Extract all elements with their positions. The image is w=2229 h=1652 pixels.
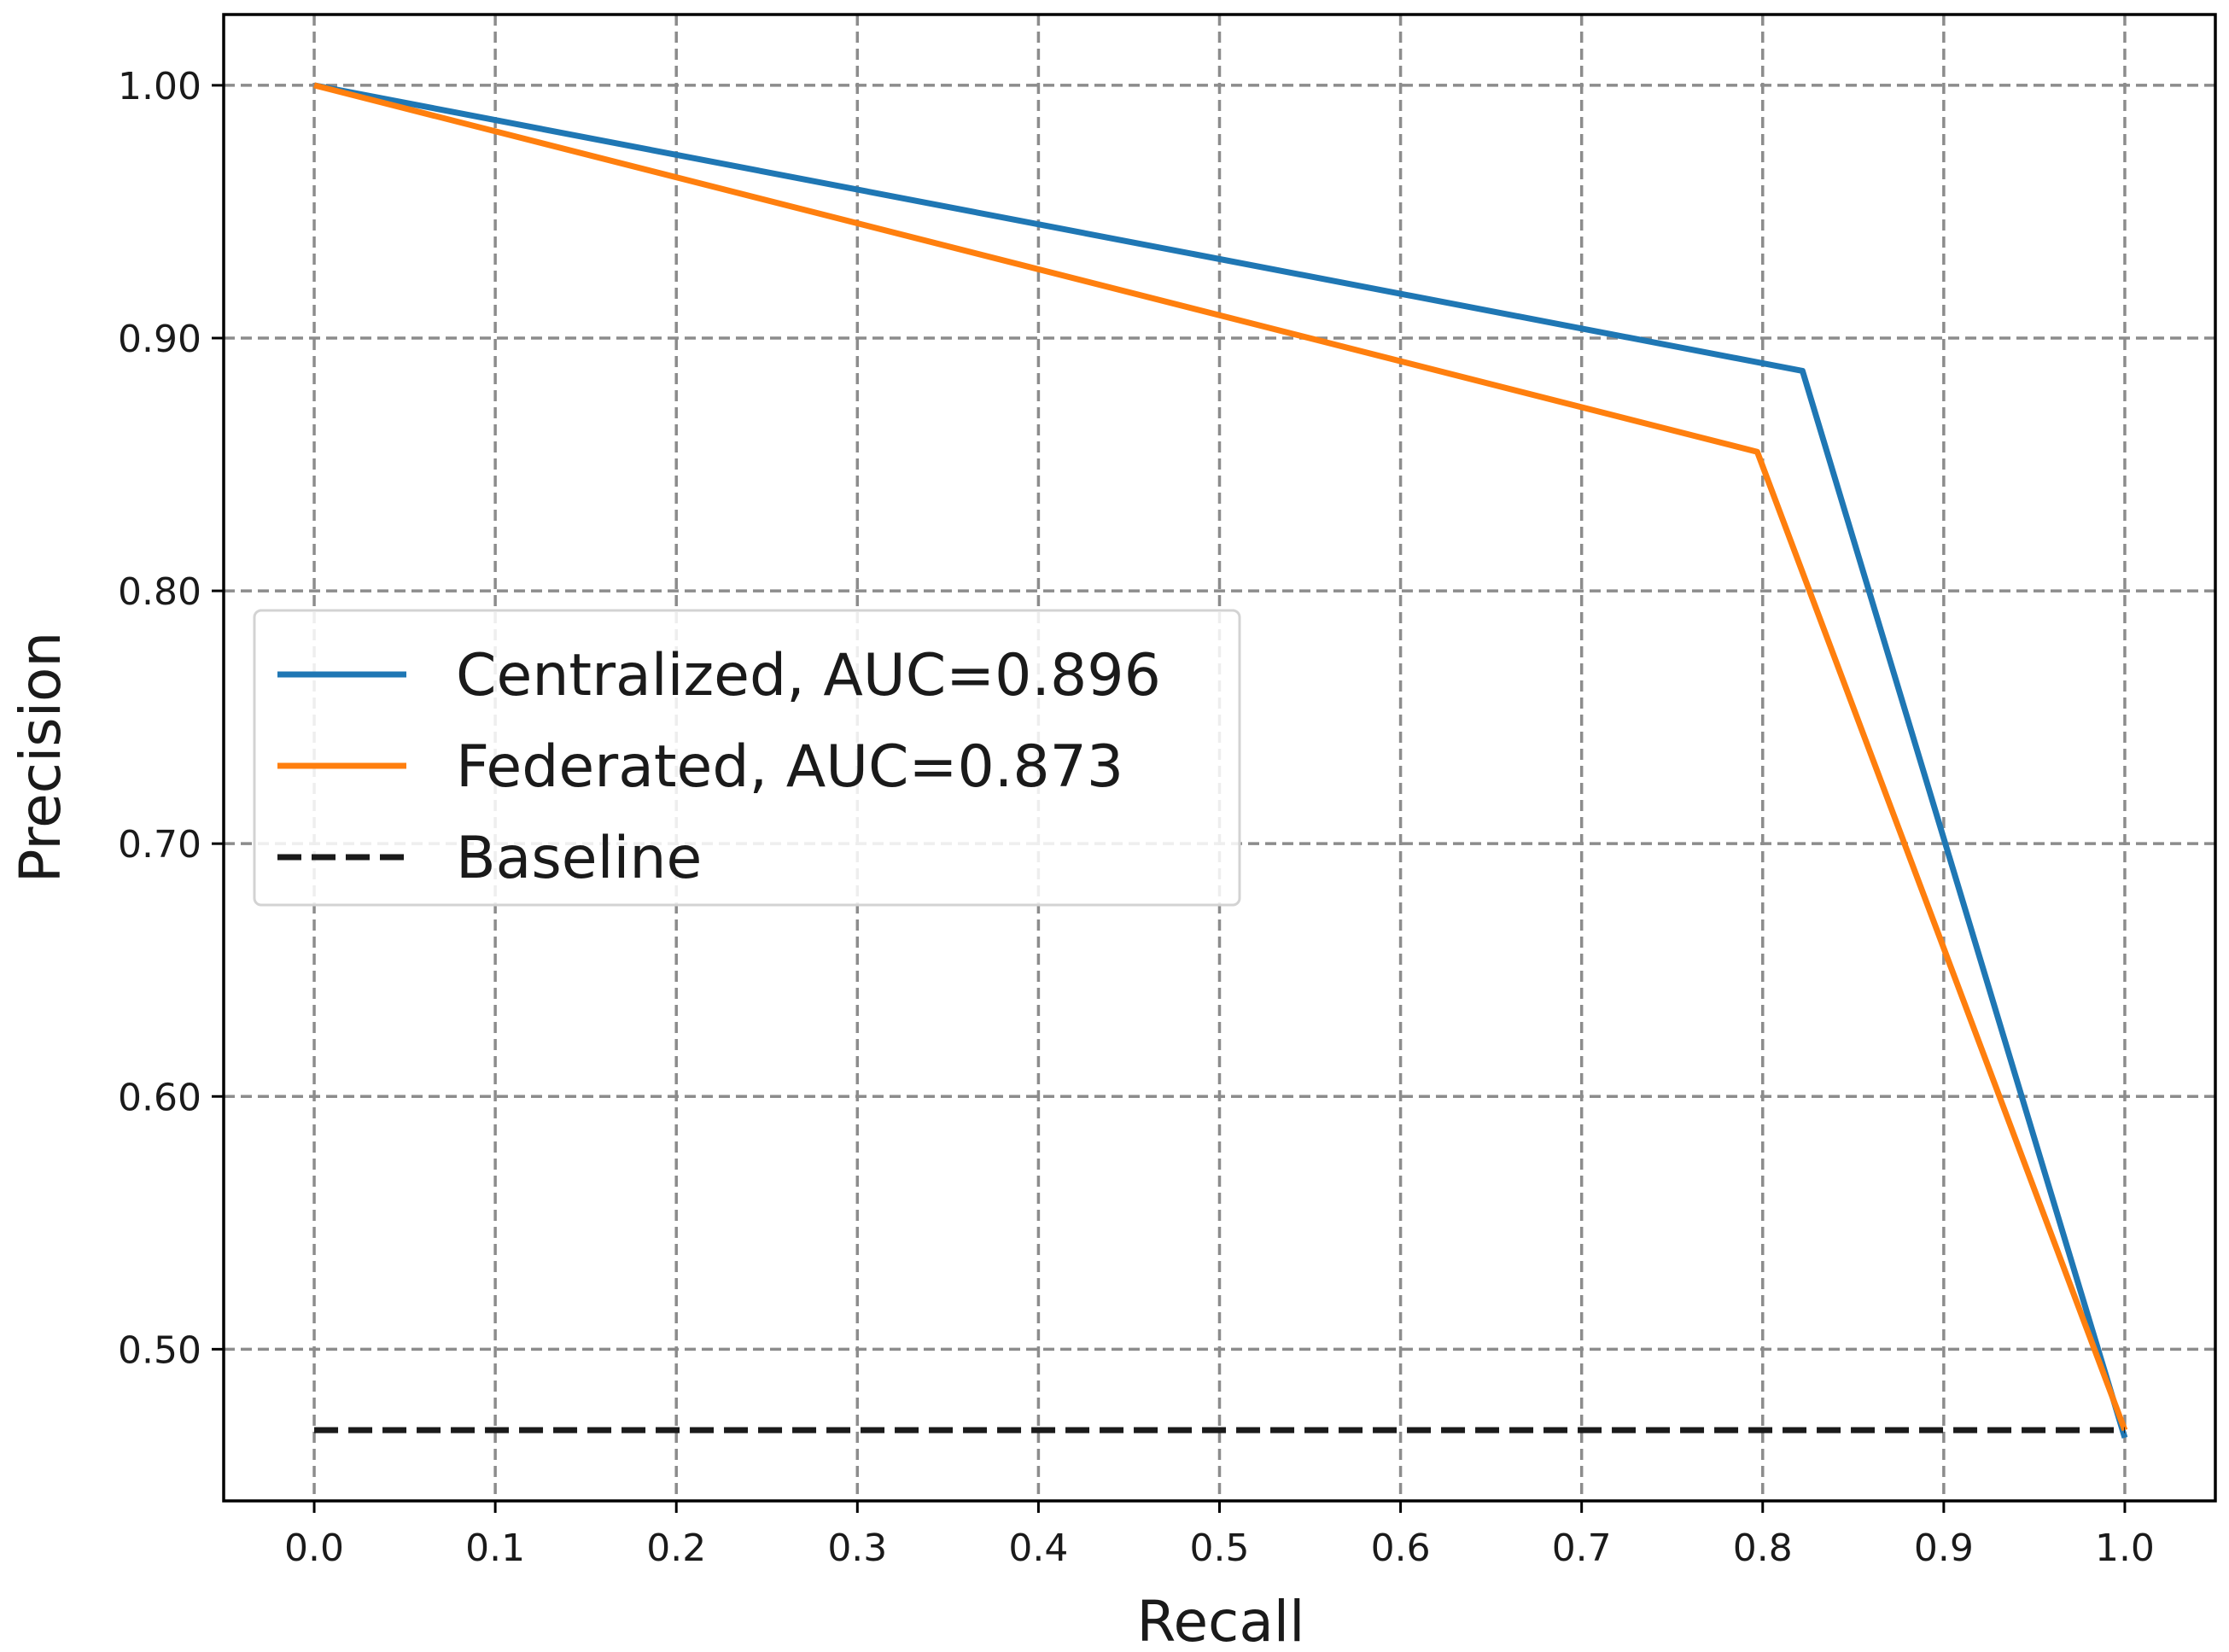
axis-ticks: 0.0 0.1 0.2 0.3 0.4 0.5 0.6 0.7 0.8 0.9 1.0 0.50 0.6…	[118, 65, 2155, 1570]
x-tick-label-0: 0.0	[284, 1526, 344, 1570]
legend: Centralized, AUC=0.896 Federated, AUC=0.8…	[253, 609, 1241, 907]
y-tick-label-2: 0.70	[118, 823, 201, 867]
y-tick-label-3: 0.80	[118, 570, 201, 614]
x-tick-label-7: 0.7	[1552, 1526, 1612, 1570]
y-tick-label-0: 0.50	[118, 1328, 201, 1372]
x-tick-label-10: 1.0	[2095, 1526, 2155, 1570]
x-tick-label-8: 0.8	[1733, 1526, 1793, 1570]
x-tick-label-2: 0.2	[646, 1526, 706, 1570]
x-tick-label-6: 0.6	[1371, 1526, 1431, 1570]
x-tick-label-9: 0.9	[1914, 1526, 1974, 1570]
series-layer	[313, 82, 2128, 1439]
series-line-1	[313, 82, 2128, 1432]
legend-label-0: Centralized, AUC=0.896	[456, 642, 1161, 709]
series-line-0	[313, 82, 2128, 1439]
x-tick-label-5: 0.5	[1190, 1526, 1250, 1570]
y-axis-label: Precision	[8, 632, 73, 884]
x-tick-label-1: 0.1	[465, 1526, 525, 1570]
x-tick-label-3: 0.3	[827, 1526, 887, 1570]
y-tick-label-5: 1.00	[118, 65, 201, 108]
legend-label-2: Baseline	[456, 825, 702, 892]
x-tick-label-4: 0.4	[1008, 1526, 1068, 1570]
y-tick-label-1: 0.60	[118, 1076, 201, 1119]
x-axis-label: Recall	[1137, 1589, 1305, 1652]
legend-label-1: Federated, AUC=0.873	[456, 733, 1123, 801]
legend-box	[253, 609, 1241, 907]
y-tick-label-4: 0.90	[118, 318, 201, 361]
